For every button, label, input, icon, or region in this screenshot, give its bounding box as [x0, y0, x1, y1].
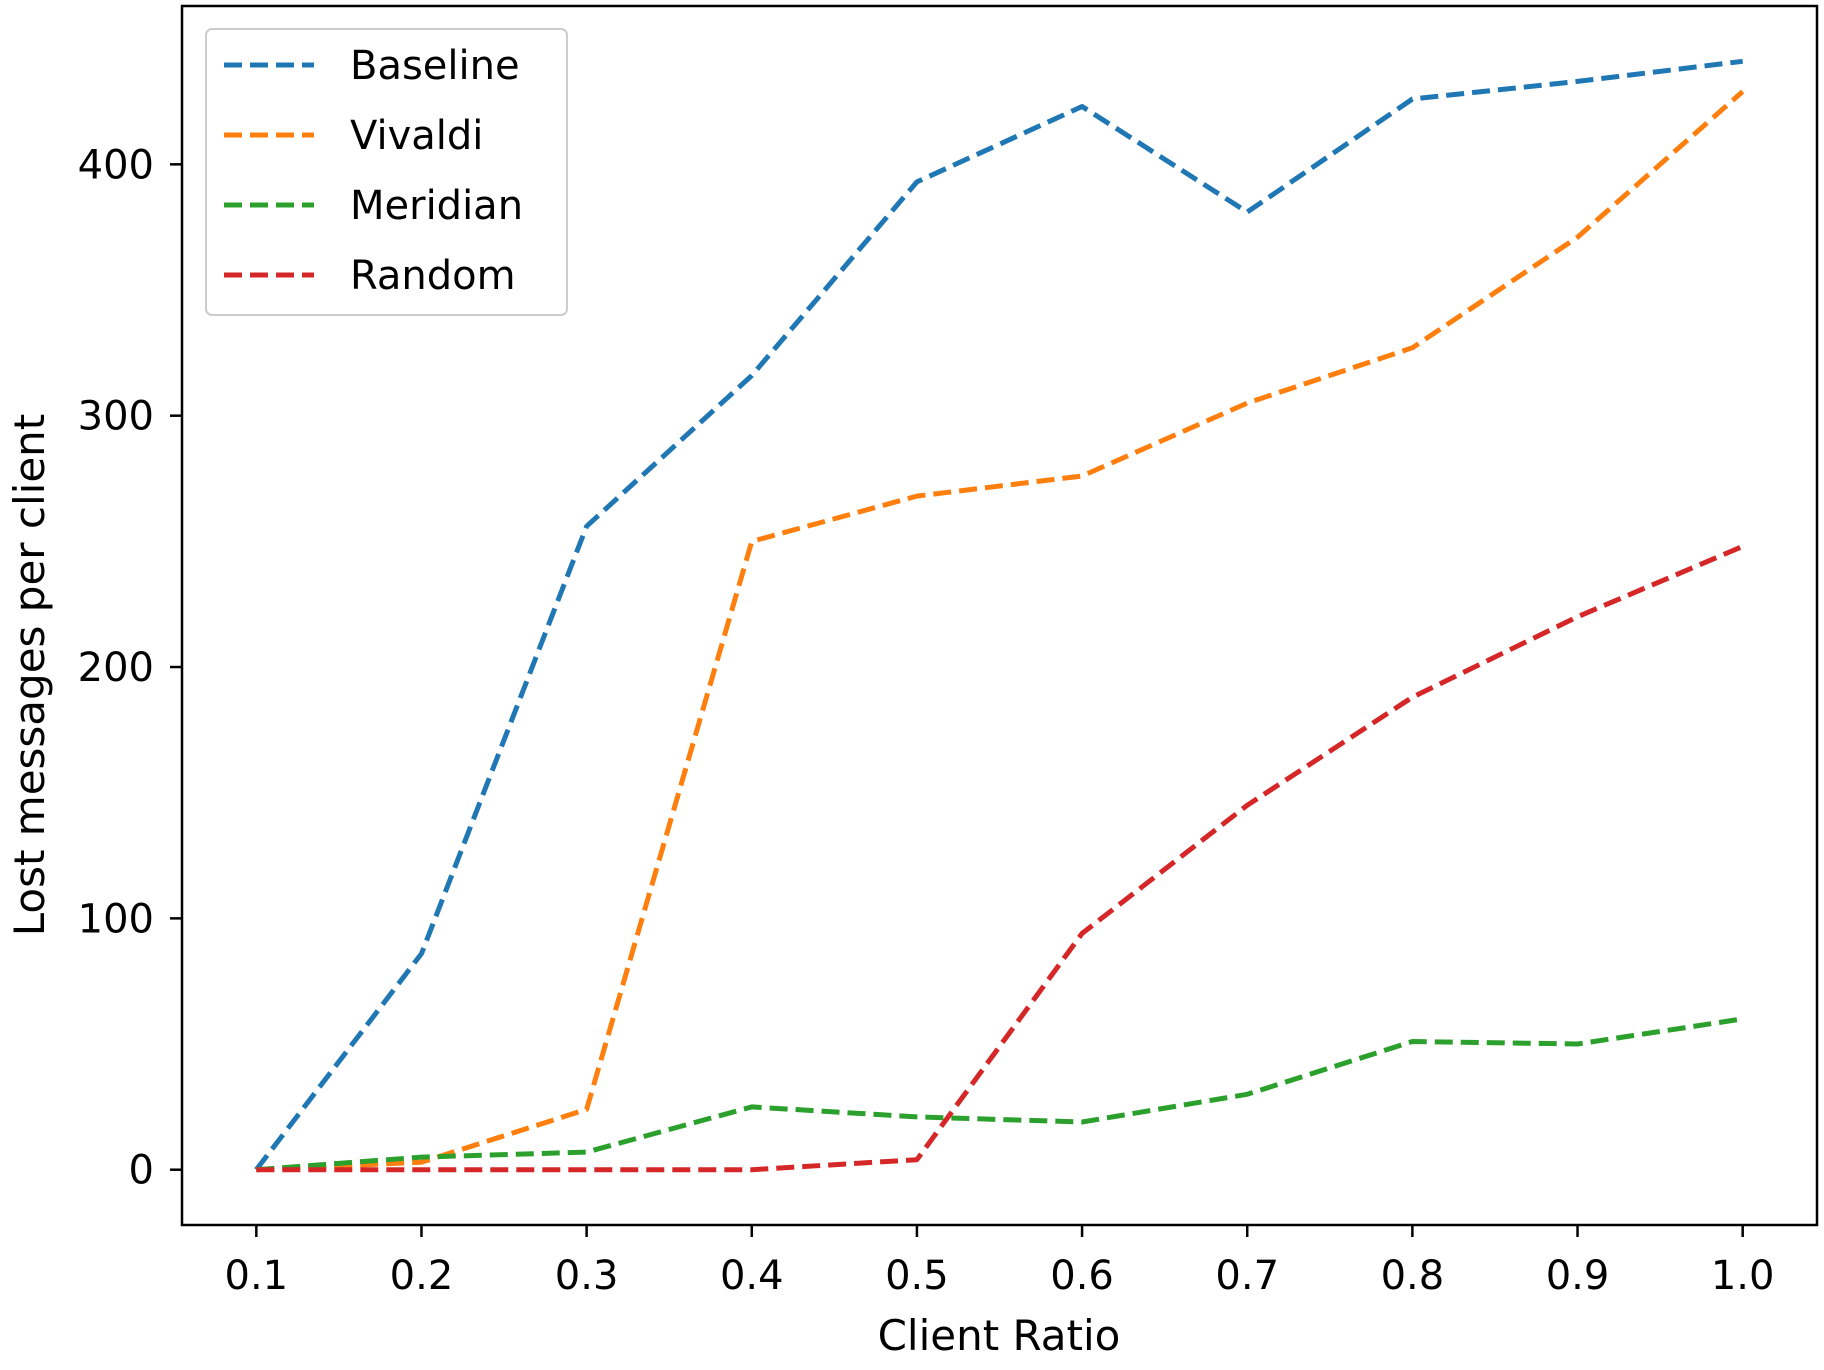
series-line-vivaldi [256, 89, 1745, 1173]
series-line-random [256, 544, 1744, 1173]
x-axis-ticks: 0.1 0.2 0.3 0.4 0.5 0.6 0.7 0.8 0.9 1.0 [225, 1225, 1775, 1299]
series-layer [254, 58, 1745, 1173]
y-tick-label: 400 [78, 142, 154, 188]
series-line-baseline [254, 58, 1744, 1172]
x-tick-label: 0.1 [225, 1253, 289, 1299]
legend-label-baseline: Baseline [350, 43, 520, 89]
y-axis-ticks: 0 100 200 300 400 [78, 142, 182, 1194]
legend-label-vivaldi: Vivaldi [350, 113, 483, 159]
x-tick-label: 1.0 [1711, 1253, 1775, 1299]
legend: Baseline Vivaldi Meridian Random [205, 28, 568, 316]
y-tick-label: 300 [78, 394, 154, 440]
legend-label-meridian: Meridian [350, 183, 523, 229]
legend-frame [205, 28, 568, 316]
x-tick-label: 0.8 [1381, 1253, 1445, 1299]
x-tick-label: 0.6 [1050, 1253, 1114, 1299]
legend-label-random: Random [350, 253, 516, 299]
y-tick-label: 0 [129, 1148, 154, 1194]
x-axis-label: Client Ratio [878, 1311, 1121, 1360]
x-tick-label: 0.3 [555, 1253, 619, 1299]
x-tick-label: 0.7 [1215, 1253, 1279, 1299]
y-tick-label: 200 [78, 645, 154, 691]
x-tick-label: 0.9 [1546, 1253, 1610, 1299]
y-axis-label: Lost messages per client [5, 414, 54, 937]
x-tick-label: 0.4 [720, 1253, 784, 1299]
series-line-meridian [256, 1016, 1744, 1173]
x-tick-label: 0.2 [390, 1253, 454, 1299]
x-tick-label: 0.5 [885, 1253, 949, 1299]
y-tick-label: 100 [78, 896, 154, 942]
